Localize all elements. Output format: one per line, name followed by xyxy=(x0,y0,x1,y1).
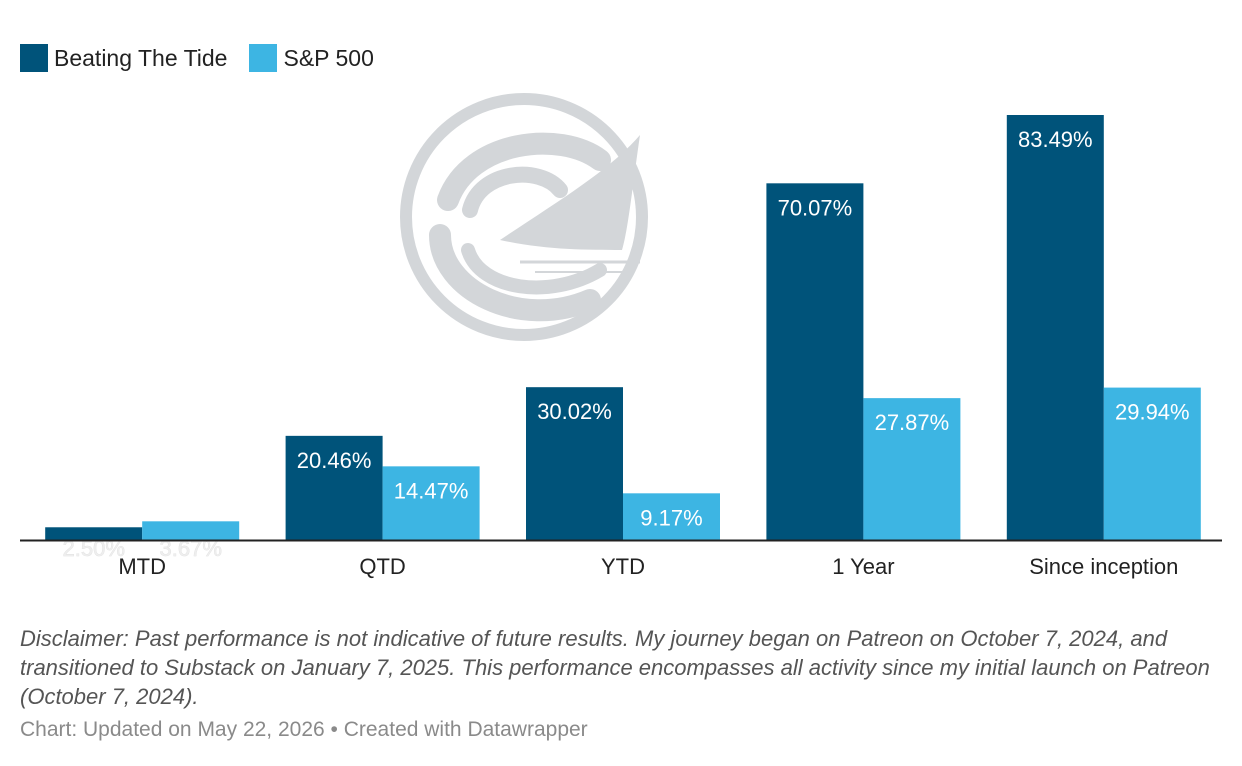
bar-value-label-beating-the-tide-1-year: 70.07% xyxy=(778,195,853,220)
bar-s-p-500-1-year xyxy=(863,398,961,540)
chart-byline: Chart: Updated on May 22, 2026 • Created… xyxy=(20,718,588,741)
bar-value-label-beating-the-tide-ytd: 30.02% xyxy=(537,399,612,424)
bar-s-p-500-qtd xyxy=(382,466,480,540)
bar-value-label-s-p-500-qtd: 14.47% xyxy=(394,478,469,503)
bars-layer xyxy=(45,115,1201,540)
sail-wave-logo-icon xyxy=(400,93,648,341)
x-tick-label-1-year: 1 Year xyxy=(832,554,894,579)
legend: Beating The Tide S&P 500 xyxy=(20,42,396,74)
legend-swatch-beating-the-tide xyxy=(20,44,48,72)
bar-s-p-500-mtd xyxy=(142,521,240,540)
legend-item-beating-the-tide: Beating The Tide xyxy=(20,44,227,72)
bar-s-p-500-ytd xyxy=(623,493,720,540)
bar-value-label-beating-the-tide-qtd: 20.46% xyxy=(297,448,372,473)
chart-disclaimer-note: Disclaimer: Past performance is not indi… xyxy=(20,626,1210,709)
legend-label-sp500: S&P 500 xyxy=(283,44,374,71)
bar-beating-the-tide-mtd xyxy=(45,527,143,540)
x-tick-label-since-inception: Since inception xyxy=(1029,554,1178,579)
x-axis-tick-labels: MTD QTD YTD 1 Year Since inception xyxy=(118,554,1178,579)
bar-value-label-s-p-500-ytd: 9.17% xyxy=(640,505,702,530)
bar-s-p-500-since-inception xyxy=(1103,387,1201,540)
legend-swatch-sp500 xyxy=(249,44,278,72)
bar-value-label-s-p-500-since-inception: 29.94% xyxy=(1115,400,1190,425)
x-tick-label-mtd: MTD xyxy=(118,554,166,579)
x-tick-label-qtd: QTD xyxy=(359,554,405,579)
legend-label-beating-the-tide: Beating The Tide xyxy=(54,44,228,71)
legend-item-sp500: S&P 500 xyxy=(249,44,374,72)
bar-beating-the-tide-1-year xyxy=(766,183,864,540)
x-tick-label-ytd: YTD xyxy=(601,554,645,579)
bar-beating-the-tide-since-inception xyxy=(1006,115,1104,540)
bar-value-label-beating-the-tide-since-inception: 83.49% xyxy=(1018,127,1093,152)
bar-beating-the-tide-ytd xyxy=(526,387,623,540)
bar-value-label-s-p-500-1-year: 27.87% xyxy=(875,410,950,435)
bar-chart: 2.50% 3.67%20.46%14.47%30.02%9.17%70.07%2… xyxy=(20,93,1222,579)
bar-beating-the-tide-qtd xyxy=(285,435,383,540)
